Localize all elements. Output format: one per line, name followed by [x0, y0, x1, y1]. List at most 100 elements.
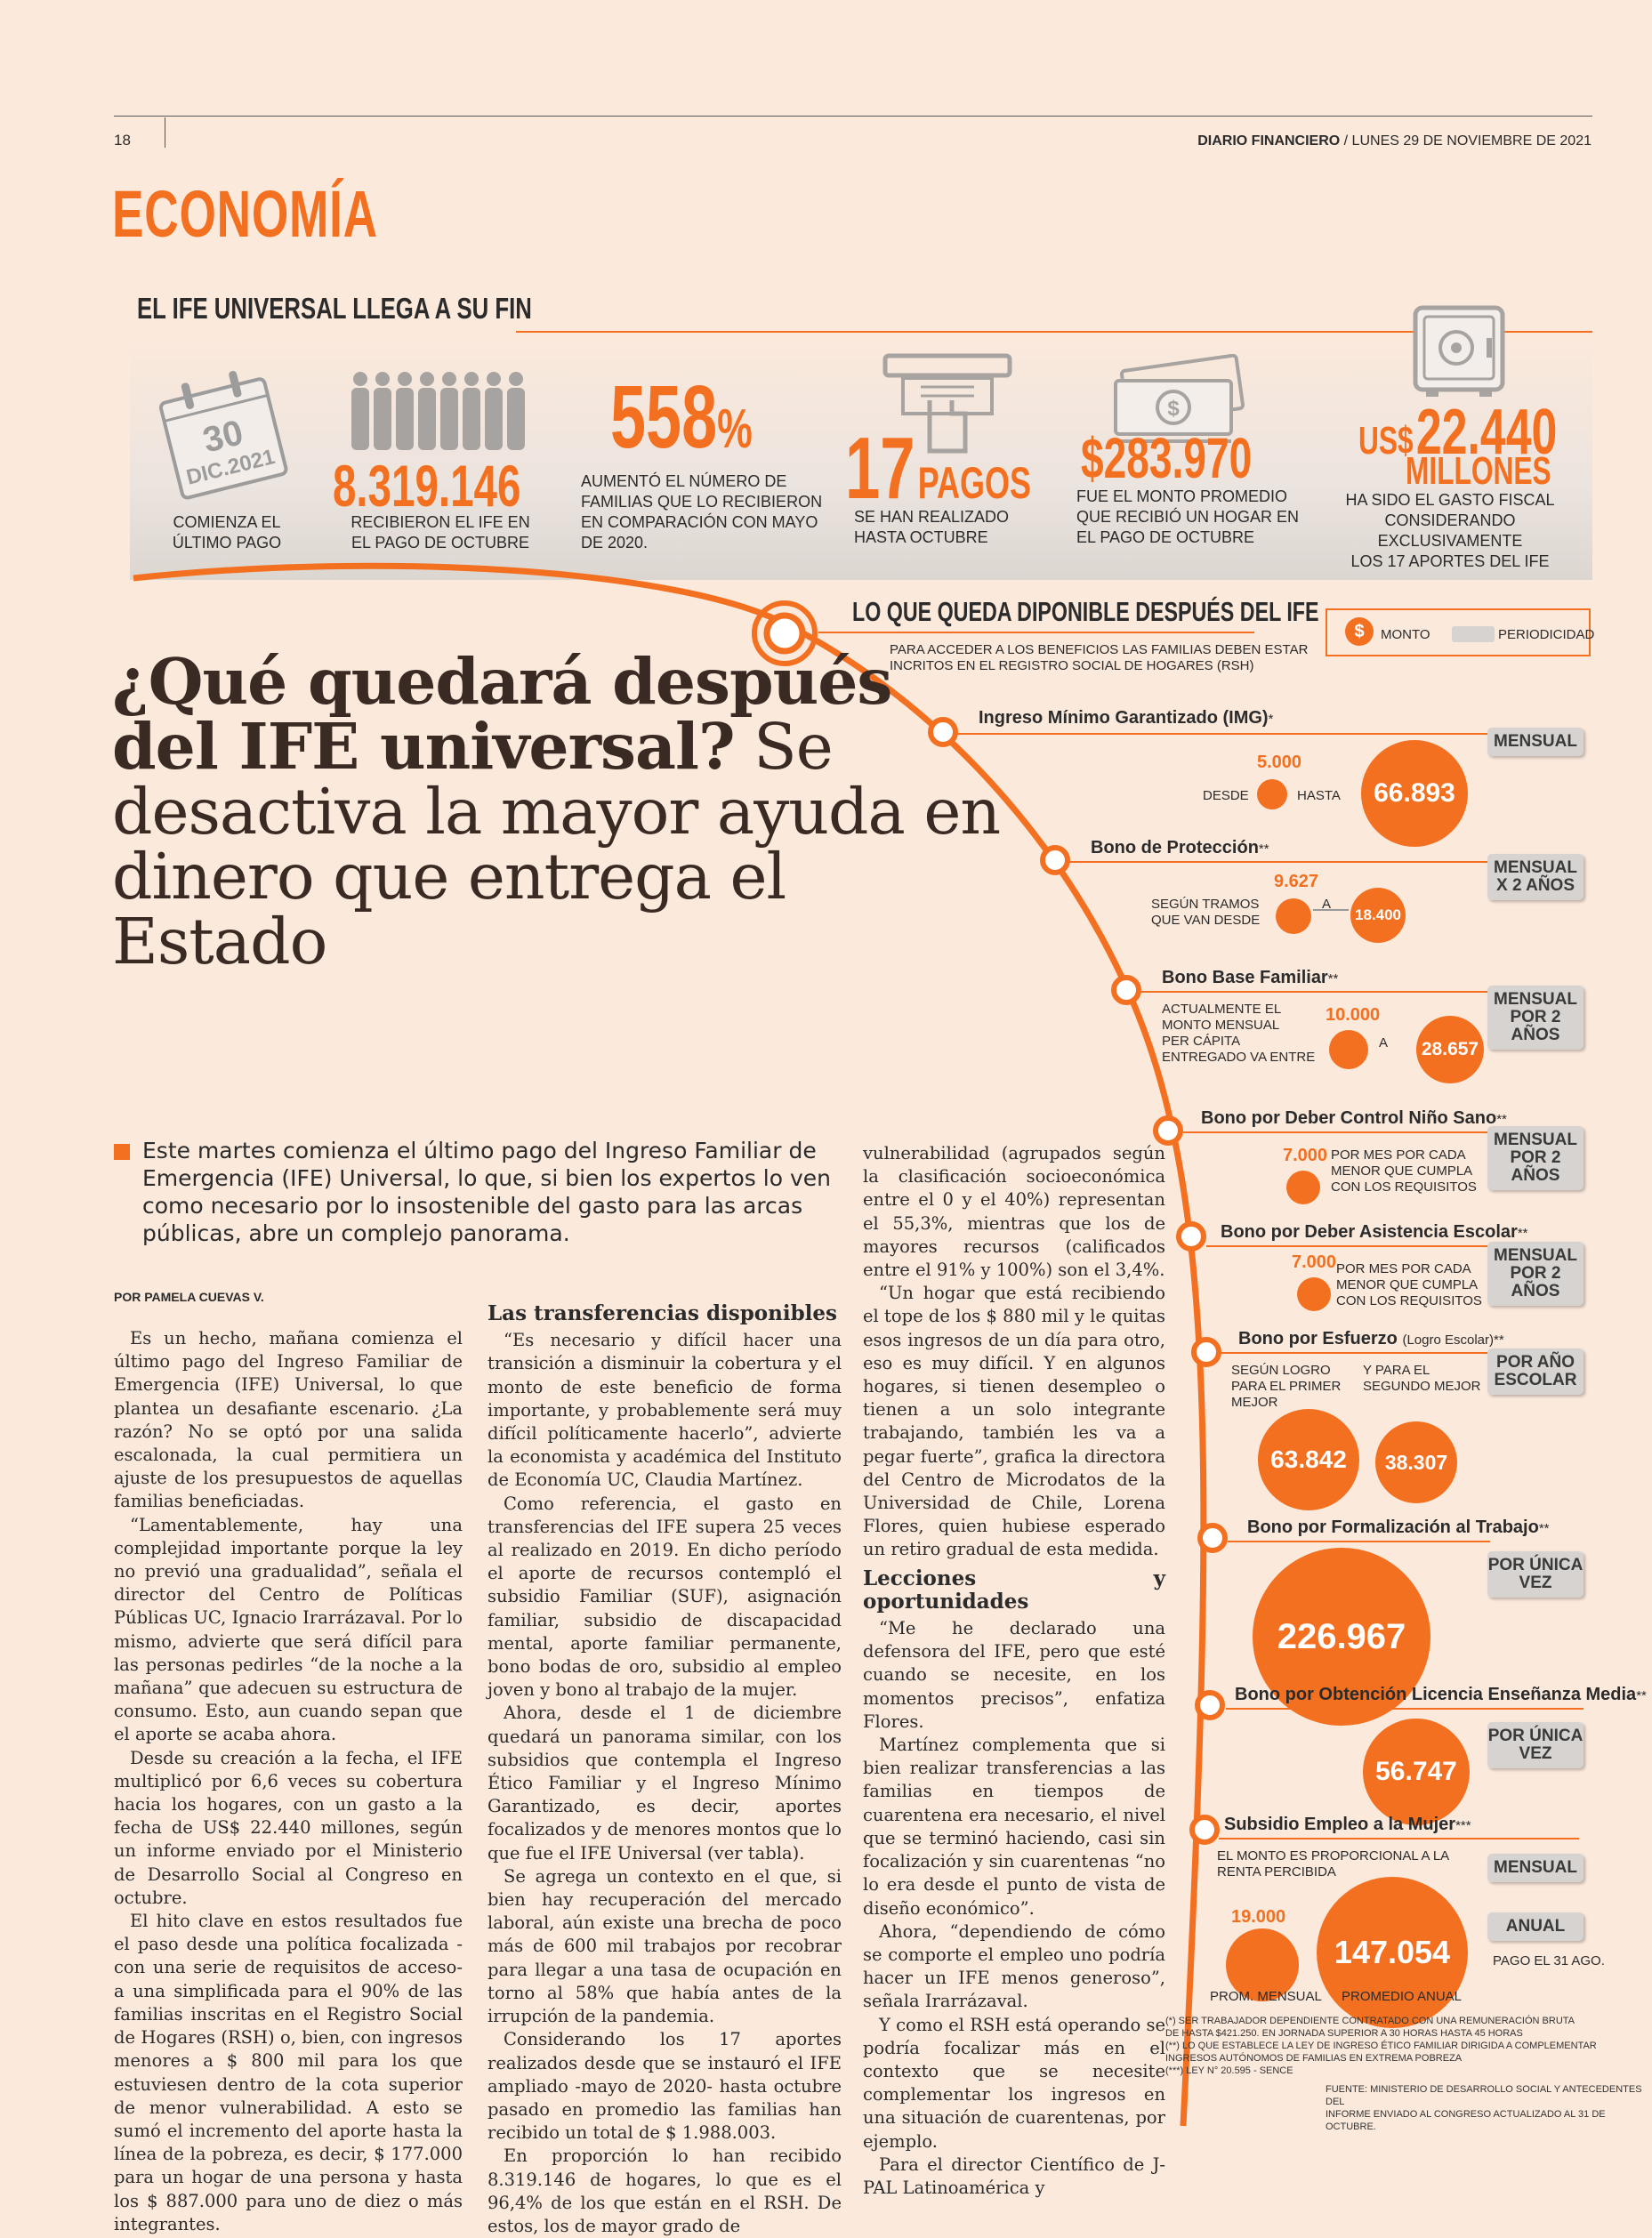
- header-rule: [114, 116, 1592, 117]
- benefit-name-img: Ingreso Mínimo Garantizado (IMG): [979, 708, 1269, 728]
- benefit-note1-esfuerzo: SEGÚN LOGRO PARA EL PRIMER MEJOR: [1231, 1363, 1342, 1410]
- calendar-icon: 30 DIC.2021: [151, 363, 288, 500]
- timeline-dot-licencia: [1195, 1690, 1225, 1720]
- page-number: 18: [114, 132, 131, 149]
- stat-value-average: $283.970: [1081, 426, 1253, 490]
- benefit-min-circle-base-familiar: [1329, 1030, 1368, 1069]
- benefit-name-subsidio-mujer: Subsidio Empleo a la Mujer: [1224, 1815, 1456, 1834]
- benefit-min-circle-img: [1257, 779, 1287, 809]
- paragraph: “Un hogar que está recibiendo el tope de…: [863, 1283, 1165, 1560]
- stat-value-fiscal-prefix: US$: [1358, 419, 1414, 463]
- remaining-rule: [818, 632, 1254, 633]
- paragraph: “Es necesario y difícil hacer una transi…: [488, 1330, 842, 1491]
- benefit-mark-img: *: [1268, 712, 1274, 727]
- benefit-name-base-familiar: Bono Base Familiar: [1162, 968, 1328, 987]
- benefit-title-subsidio-mujer: Subsidio Empleo a la Mujer***: [1224, 1815, 1471, 1835]
- benefit-pay-subsidio-mujer: PAGO EL 31 AGO.: [1493, 1953, 1605, 1968]
- subheading-lecciones: Lecciones y oportunidades: [863, 1566, 1165, 1614]
- stat-value-fiscal-unit: MILLONES: [1406, 449, 1551, 493]
- stat-value-increase-number: 558: [610, 367, 718, 467]
- source-note: FUENTE: MINISTERIO DE DESARROLLO SOCIAL …: [1326, 2084, 1642, 2132]
- stat-value-increase-unit: %: [717, 398, 753, 460]
- benefit-min-base-familiar: 10.000: [1326, 1005, 1381, 1025]
- benefit-circle-formalizacion: 226.967: [1253, 1548, 1430, 1726]
- stat-value-fiscal: US$ 22.440: [1358, 396, 1557, 469]
- benefit-max-circle-base-familiar: 28.657: [1416, 1016, 1484, 1083]
- benefit-max-circle-img: 66.893: [1361, 740, 1468, 847]
- benefit-mark-base-familiar: **: [1327, 971, 1339, 986]
- benefit-note-asistencia: POR MES POR CADA MENOR QUE CUMPLA CON LO…: [1336, 1261, 1482, 1308]
- headline: ¿Qué quedará después del IFE universal? …: [112, 649, 1002, 975]
- article-column-1: Es un hecho, mañana comienza el último p…: [114, 1327, 463, 2236]
- paragraph: Se agrega un contexto en el que, si bien…: [488, 1865, 842, 2027]
- paragraph: Para el director Científico de J-PAL Lat…: [863, 2153, 1165, 2198]
- byline: POR PAMELA CUEVAS V.: [114, 1290, 264, 1304]
- benefit-tag-annual-subsidio-mujer: ANUAL: [1487, 1912, 1584, 1941]
- benefit-rule-esfuerzo: [1221, 1352, 1490, 1354]
- benefit-min-img: 5.000: [1257, 753, 1302, 772]
- benefit-a-proteccion: A: [1322, 897, 1332, 912]
- benefit-rule-licencia: [1226, 1708, 1584, 1710]
- benefit-mark-licencia: **: [1636, 1688, 1647, 1703]
- benefit-v2-circle-esfuerzo: 38.307: [1375, 1421, 1457, 1503]
- remaining-title: LO QUE QUEDA DIPONIBLE DESPUÉS DEL IFE: [852, 596, 1319, 627]
- timeline-dot-esfuerzo: [1191, 1337, 1221, 1367]
- timeline-dot-base-familiar: [1111, 975, 1141, 1005]
- stat-label-fiscal: HA SIDO EL GASTO FISCAL CONSIDERANDO EXC…: [1345, 491, 1555, 570]
- stat-value-payments-unit: PAGOS: [917, 458, 1032, 508]
- arrow-icon: [1313, 909, 1349, 911]
- benefit-note-base-familiar: ACTUALMENTE EL MONTO MENSUAL PER CÁPITA …: [1162, 1002, 1316, 1065]
- benefit-sub-esfuerzo: (Logro Escolar): [1402, 1332, 1494, 1348]
- legend-periodicidad-swatch: [1452, 626, 1495, 642]
- people-icon: [342, 366, 529, 460]
- stat-label-payments: SE HAN REALIZADO HASTA OCTUBRE: [854, 508, 1010, 546]
- paragraph: vulnerabilidad (agrupados según la clasi…: [863, 1143, 1165, 1281]
- benefit-tag-formalizacion: POR ÚNICA VEZ: [1487, 1551, 1584, 1598]
- stat-value-fiscal-number: 22.440: [1415, 397, 1558, 468]
- paragraph: “Lamentablemente, hay una complejidad im…: [114, 1514, 463, 1745]
- benefit-note2-esfuerzo: Y PARA EL SEGUNDO MEJOR: [1363, 1363, 1481, 1394]
- benefit-v1-circle-esfuerzo: 63.842: [1258, 1409, 1359, 1510]
- masthead: DIARIO FINANCIERO / LUNES 29 DE NOVIEMBR…: [1197, 133, 1592, 149]
- benefit-tag-asistencia: MENSUAL POR 2 AÑOS: [1487, 1242, 1584, 1306]
- benefit-value-asistencia: 7.000: [1292, 1252, 1337, 1272]
- paragraph: Desde su creación a la fecha, el IFE mul…: [114, 1747, 463, 1908]
- benefit-name-proteccion: Bono de Protección: [1091, 838, 1259, 857]
- benefit-min-proteccion: 9.627: [1274, 872, 1319, 891]
- benefit-rule-formalizacion: [1228, 1541, 1490, 1542]
- safe-icon: [1410, 302, 1508, 405]
- benefit-a-base-familiar: A: [1379, 1035, 1389, 1051]
- benefit-rule-proteccion: [1068, 861, 1490, 863]
- benefit-tag-base-familiar: MENSUAL POR 2 AÑOS: [1487, 986, 1584, 1050]
- stat-label-recipients: RECIBIERON EL IFE EN EL PAGO DE OCTUBRE: [351, 513, 530, 551]
- benefit-title-img: Ingreso Mínimo Garantizado (IMG)*: [979, 708, 1273, 729]
- benefit-circle-nino-sano: [1286, 1171, 1320, 1204]
- benefit-max-circle-proteccion: 18.400: [1350, 888, 1406, 943]
- benefit-rule-subsidio-mujer: [1219, 1838, 1579, 1840]
- benefit-lbl1-subsidio-mujer: PROM. MENSUAL: [1210, 1989, 1322, 2004]
- benefit-title-formalizacion: Bono por Formalización al Trabajo**: [1247, 1517, 1550, 1538]
- benefit-tag-proteccion: MENSUAL X 2 AÑOS: [1487, 854, 1584, 900]
- benefit-tag-monthly-subsidio-mujer: MENSUAL: [1487, 1854, 1584, 1882]
- stat-value-payments-number: 17: [845, 419, 915, 517]
- benefit-rule-nino-sano: [1183, 1131, 1490, 1133]
- article-column-3: vulnerabilidad (agrupados según la clasi…: [863, 1142, 1165, 2200]
- paragraph: Ahora, desde el 1 de diciembre quedará u…: [488, 1703, 842, 1864]
- benefit-mark-subsidio-mujer: ***: [1455, 1818, 1471, 1833]
- benefit-note-proteccion: SEGÚN TRAMOS QUE VAN DESDE: [1151, 897, 1261, 928]
- benefit-tag-nino-sano: MENSUAL POR 2 AÑOS: [1487, 1126, 1584, 1190]
- paragraph: Ahora, “dependiendo de cómo se comporte …: [863, 1920, 1165, 2012]
- benefit-title-asistencia: Bono por Deber Asistencia Escolar**: [1221, 1222, 1528, 1243]
- stat-value-payments: 17 PAGOS: [845, 418, 1031, 519]
- benefit-title-base-familiar: Bono Base Familiar**: [1162, 968, 1338, 988]
- timeline-dot-proteccion: [1040, 845, 1070, 875]
- lead-bullet: [114, 1144, 130, 1160]
- benefit-name-nino-sano: Bono por Deber Control Niño Sano: [1201, 1108, 1497, 1128]
- benefit-mark-asistencia: **: [1517, 1226, 1528, 1241]
- paragraph: Martínez complementa que si bien realiza…: [863, 1735, 1165, 1919]
- money-icon: $: [1107, 353, 1249, 456]
- benefit-name-licencia: Bono por Obtención Licencia Enseñanza Me…: [1235, 1685, 1637, 1704]
- legend-monto-label: MONTO: [1381, 627, 1430, 642]
- paper-name: DIARIO FINANCIERO: [1197, 133, 1341, 149]
- infographic-title: EL IFE UNIVERSAL LLEGA A SU FIN: [137, 292, 532, 325]
